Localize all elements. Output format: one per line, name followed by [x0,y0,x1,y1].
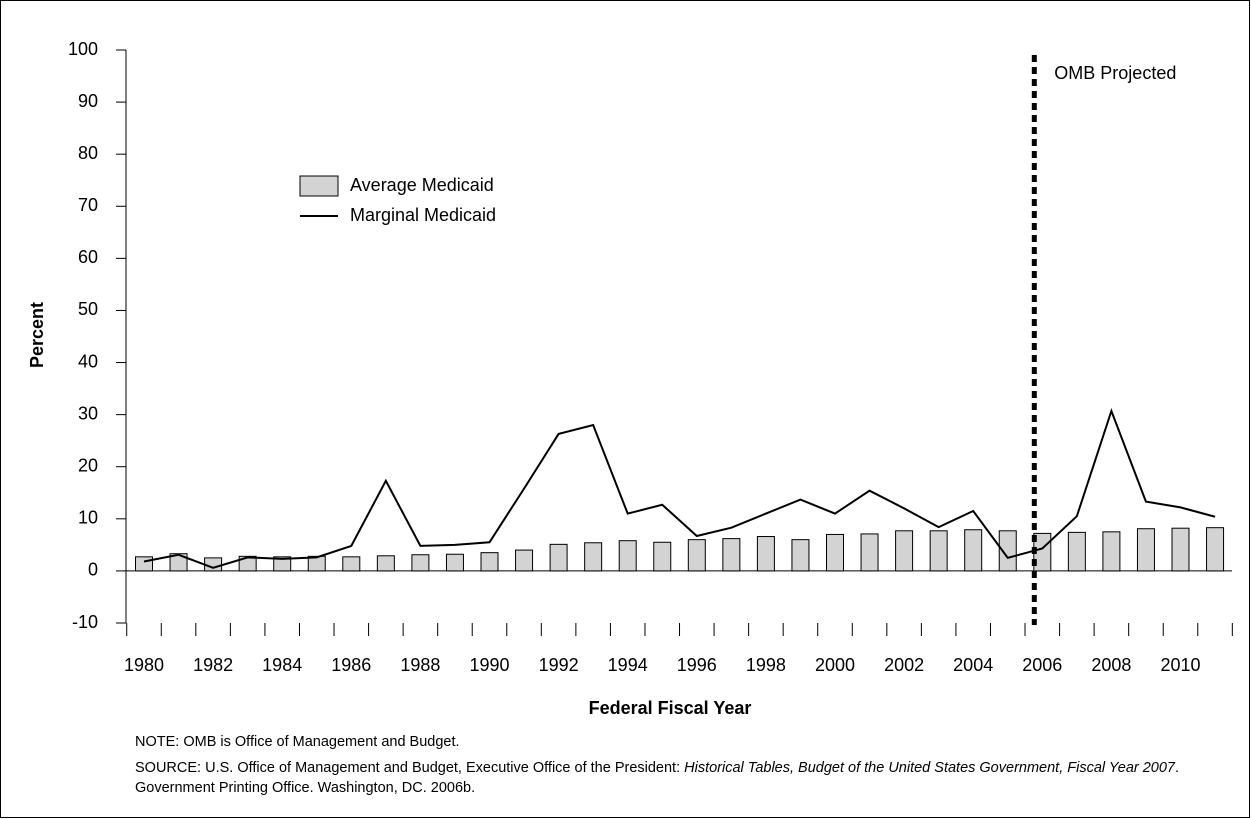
notes: NOTE: OMB is Office of Management and Bu… [135,732,1210,804]
note: NOTE: OMB is Office of Management and Bu… [135,734,460,750]
bar [722,538,741,572]
y-tick-label: 10 [78,508,98,528]
line [143,407,1216,569]
bar [411,554,430,572]
y-tick-label: 90 [78,91,98,111]
bar [135,556,153,572]
bar [445,553,464,572]
x-tick-label: 1992 [539,655,579,675]
bar [618,540,637,572]
legend-swatch [299,175,339,197]
x-tick-label: 1998 [746,655,786,675]
bar [273,556,292,572]
x-tick-label: 1990 [469,655,509,675]
bar [584,542,603,572]
legend-label: Average Medicaid [350,175,494,195]
bar [964,529,983,572]
x-tick-label: 2004 [953,655,993,675]
bar [376,555,395,572]
bar [515,549,534,572]
y-tick-label: 60 [78,247,98,267]
source-part: . Government Printing Office. Washington… [135,760,1180,796]
x-tick-label: 1980 [124,655,164,675]
x-tick-label: 2006 [1022,655,1062,675]
bar [653,541,672,572]
bar [342,556,361,572]
legend-label: Marginal Medicaid [350,205,496,225]
y-tick-label: 40 [78,351,98,371]
x-tick-label: 1994 [608,655,648,675]
y-tick-label: -10 [72,612,98,632]
y-tick-label: 20 [78,455,98,475]
bar [169,553,188,572]
bar [1206,527,1225,572]
bar [756,536,775,572]
x-tick-label: 1984 [262,655,302,675]
x-tick-label: 2000 [815,655,855,675]
y-axis-label: Percent [27,302,47,368]
bar [998,530,1017,572]
x-tick-label: 2002 [884,655,924,675]
source-part: Historical Tables, Budget of the United … [684,760,1175,776]
annotation: OMB Projected [1054,63,1176,83]
y-tick-label: 70 [78,195,98,215]
bar [549,543,568,572]
bar [204,557,223,572]
y-tick-label: 50 [78,299,98,319]
x-tick-label: 1982 [193,655,233,675]
x-tick-label: 1988 [400,655,440,675]
bar [238,555,257,572]
bar [791,539,810,572]
bar [1067,531,1086,572]
bar [480,552,499,572]
y-tick-label: 100 [68,39,98,59]
x-tick-label: 2008 [1091,655,1131,675]
bar [1171,527,1190,572]
bar [929,530,948,572]
x-axis-label: Federal Fiscal Year [589,698,752,718]
source: SOURCE: U.S. Office of Management and Bu… [135,758,1210,798]
source-part: SOURCE: U.S. Office of Management and Bu… [135,760,685,776]
bar [860,533,879,572]
bar [687,539,706,572]
bar [1136,528,1155,572]
bar [895,530,914,572]
y-tick-label: 80 [78,143,98,163]
bar [1102,531,1121,572]
y-tick-label: 0 [88,560,98,580]
x-tick-label: 2010 [1160,655,1200,675]
x-tick-label: 1986 [331,655,371,675]
bar [826,533,844,572]
y-tick-label: 30 [78,403,98,423]
x-tick-label: 1996 [677,655,717,675]
